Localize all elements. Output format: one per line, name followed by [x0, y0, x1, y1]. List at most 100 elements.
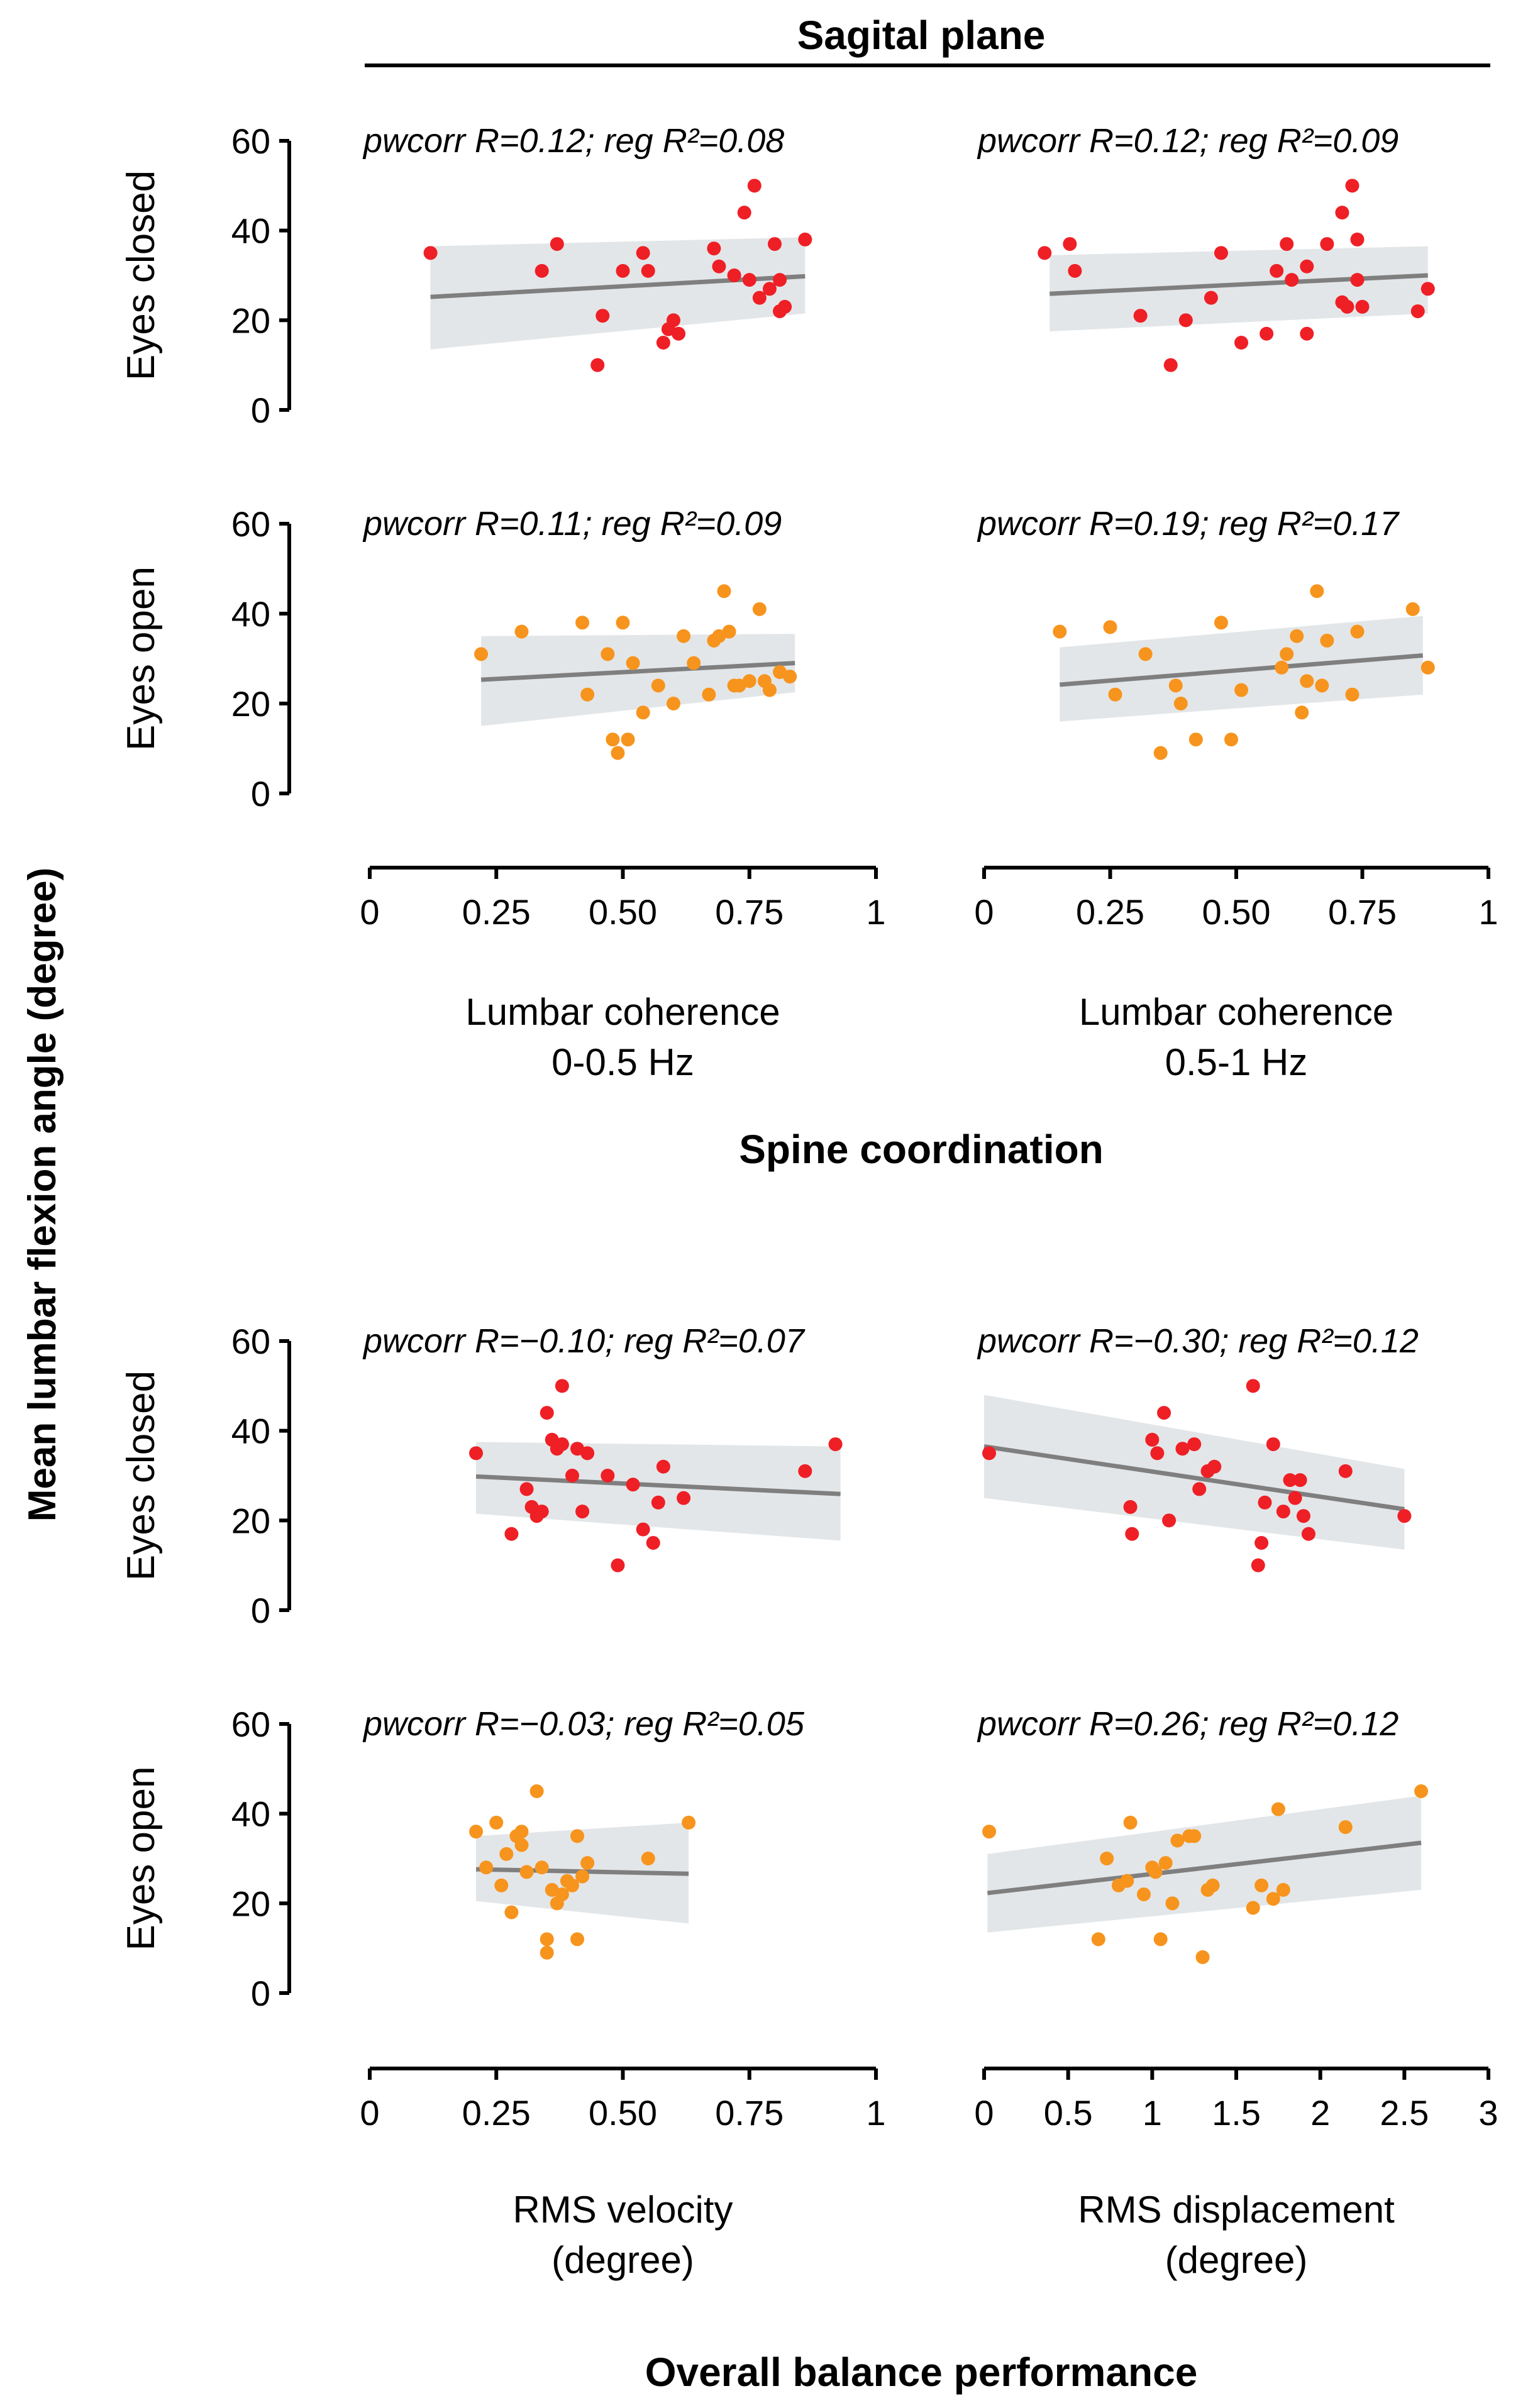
data-point	[1271, 1802, 1285, 1816]
data-point	[747, 179, 762, 193]
data-point	[778, 299, 792, 314]
stats-annotation: pwcorr R=−0.03; reg R²=0.05	[362, 1705, 805, 1743]
data-point	[595, 309, 610, 323]
x-tick-label: 0	[974, 2093, 994, 2133]
data-point	[641, 263, 655, 278]
data-point	[1320, 237, 1334, 251]
data-point	[1038, 246, 1052, 260]
data-point	[1350, 232, 1365, 246]
data-point	[1165, 1896, 1180, 1911]
data-point	[479, 1860, 494, 1875]
y-tick-label: 40	[231, 1411, 270, 1451]
data-point	[1153, 1932, 1168, 1947]
data-point	[1103, 620, 1117, 634]
data-point	[1148, 1865, 1163, 1879]
x-tick-label: 2	[1310, 2093, 1330, 2133]
data-point	[656, 336, 670, 350]
data-point	[1246, 1901, 1260, 1915]
data-point	[677, 629, 691, 643]
data-point	[555, 1379, 569, 1393]
data-point	[717, 584, 731, 599]
data-point	[626, 1477, 640, 1492]
data-point	[590, 358, 605, 372]
panel-1: 0 20 40 60 Eyes closed pwcorr R=0.12; reg R²=…	[119, 121, 812, 430]
y-tick-label: 0	[251, 1974, 270, 2013]
data-point	[540, 1945, 554, 1960]
data-point	[677, 1491, 691, 1505]
figure-title: Sagital plane	[797, 13, 1046, 58]
data-point	[1270, 263, 1284, 278]
y-axis-title: Mean lumbar flexion angle (degree)	[21, 868, 64, 1522]
data-point	[656, 1459, 670, 1474]
data-point	[1251, 1558, 1265, 1572]
data-point	[762, 282, 777, 296]
data-point	[1120, 1874, 1134, 1888]
x-axis-label: 0.5-1 Hz	[1165, 1041, 1308, 1083]
data-point	[1296, 1509, 1310, 1523]
x-tick-label: 0.75	[1328, 892, 1397, 932]
data-point	[1068, 263, 1082, 278]
data-point	[423, 246, 438, 260]
x-tick-label: 0.25	[1076, 892, 1144, 932]
row-label: Eyes open	[119, 566, 163, 751]
x-tick-label: 1	[1478, 892, 1498, 932]
data-point	[575, 1505, 590, 1519]
confidence-band	[476, 1442, 841, 1541]
x-tick-label: 1	[1143, 2093, 1162, 2133]
data-point	[641, 1852, 655, 1865]
x-tick-label: 1.5	[1212, 2093, 1261, 2133]
y-tick-label: 20	[231, 1501, 270, 1540]
data-point	[1133, 309, 1148, 323]
data-point	[534, 1860, 549, 1875]
data-point	[1173, 697, 1188, 710]
data-point	[1157, 1406, 1171, 1420]
data-point	[1091, 1932, 1105, 1947]
data-point	[514, 1838, 529, 1852]
data-point	[1108, 687, 1122, 702]
stats-annotation: pwcorr R=−0.30; reg R²=0.12	[977, 1322, 1419, 1360]
panel-6: pwcorr R=−0.30; reg R²=0.12	[977, 1322, 1419, 1572]
x-tick-label: 2.5	[1380, 2093, 1429, 2133]
regression-line	[987, 1840, 1422, 1896]
data-point	[514, 624, 529, 639]
data-point	[651, 1495, 665, 1510]
y-tick-label: 0	[251, 1591, 270, 1630]
data-point	[1295, 705, 1309, 720]
data-point	[601, 1469, 615, 1483]
x-tick-label: 3	[1478, 2093, 1498, 2133]
data-point	[606, 732, 620, 747]
data-point	[742, 674, 756, 688]
y-tick-label: 0	[251, 774, 270, 814]
x-axis-4: 0 0.5 1 1.5 2 2.5 3 RMS displacement (degree)	[974, 2067, 1498, 2281]
stats-annotation: pwcorr R=0.12; reg R²=0.08	[362, 122, 784, 160]
data-point	[1345, 179, 1360, 193]
data-point	[519, 1482, 534, 1496]
x-tick-label: 0.25	[462, 892, 531, 932]
stats-annotation: pwcorr R=0.12; reg R²=0.09	[977, 122, 1398, 160]
y-tick-label: 60	[231, 1322, 270, 1361]
data-point	[1266, 1892, 1280, 1906]
data-point	[1275, 660, 1289, 675]
data-point	[1280, 647, 1294, 661]
data-point	[580, 1856, 595, 1870]
data-point	[768, 237, 782, 251]
y-tick-label: 40	[231, 594, 270, 634]
x-tick-label: 0.50	[1202, 892, 1271, 932]
y-tick-label: 60	[231, 1704, 270, 1744]
data-point	[611, 746, 625, 760]
data-point	[1168, 678, 1183, 693]
data-point	[798, 232, 812, 246]
row-label: Eyes open	[119, 1767, 163, 1951]
data-point	[1187, 1829, 1202, 1843]
x-axis-label: (degree)	[1165, 2239, 1308, 2281]
data-point	[1300, 259, 1314, 273]
y-tick-label: 40	[231, 211, 270, 251]
data-point	[1224, 732, 1238, 747]
data-point	[737, 206, 751, 220]
x-axis-label: 0-0.5 Hz	[551, 1041, 694, 1083]
data-point	[469, 1825, 484, 1839]
x-axis-label: Lumbar coherence	[465, 991, 780, 1033]
data-point	[1288, 1491, 1302, 1505]
y-tick-label: 60	[231, 121, 270, 161]
data-point	[626, 656, 640, 670]
